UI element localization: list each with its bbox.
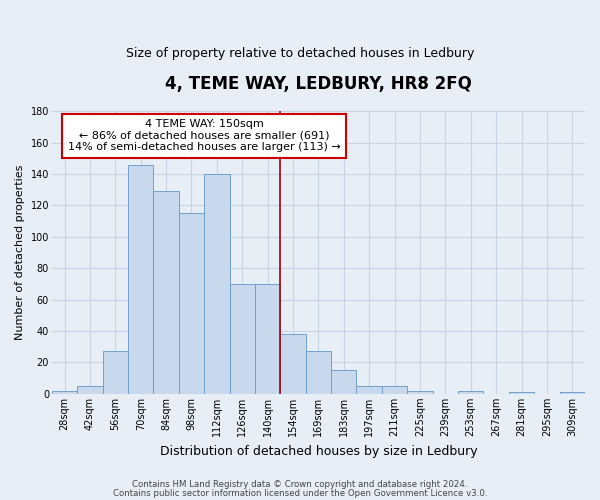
Bar xyxy=(356,386,382,394)
Bar xyxy=(204,174,230,394)
Bar xyxy=(52,390,77,394)
Bar xyxy=(128,164,154,394)
Bar xyxy=(407,390,433,394)
Text: Size of property relative to detached houses in Ledbury: Size of property relative to detached ho… xyxy=(126,48,474,60)
Bar xyxy=(458,390,484,394)
Title: 4, TEME WAY, LEDBURY, HR8 2FQ: 4, TEME WAY, LEDBURY, HR8 2FQ xyxy=(165,75,472,93)
Bar xyxy=(306,352,331,394)
Bar xyxy=(509,392,534,394)
Bar xyxy=(382,386,407,394)
Text: 4 TEME WAY: 150sqm
← 86% of detached houses are smaller (691)
14% of semi-detach: 4 TEME WAY: 150sqm ← 86% of detached hou… xyxy=(68,119,341,152)
Y-axis label: Number of detached properties: Number of detached properties xyxy=(15,165,25,340)
Bar xyxy=(103,352,128,394)
Text: Contains public sector information licensed under the Open Government Licence v3: Contains public sector information licen… xyxy=(113,488,487,498)
Bar xyxy=(179,214,204,394)
Bar xyxy=(280,334,306,394)
X-axis label: Distribution of detached houses by size in Ledbury: Distribution of detached houses by size … xyxy=(160,444,477,458)
Bar xyxy=(77,386,103,394)
Bar xyxy=(154,192,179,394)
Bar xyxy=(331,370,356,394)
Bar xyxy=(255,284,280,394)
Bar xyxy=(230,284,255,394)
Bar xyxy=(560,392,585,394)
Text: Contains HM Land Registry data © Crown copyright and database right 2024.: Contains HM Land Registry data © Crown c… xyxy=(132,480,468,489)
